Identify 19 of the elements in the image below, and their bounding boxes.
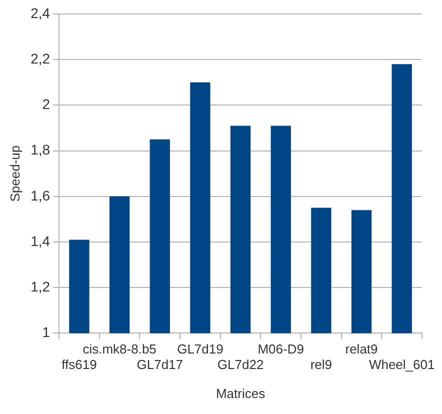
x-tick-label: GL7d22 <box>217 357 264 372</box>
x-tick-label: GL7d17 <box>136 357 184 372</box>
x-tick-label: Wheel_601 <box>368 357 435 372</box>
x-tick-label: cis.mk8-8.b5 <box>82 342 156 357</box>
x-tick-label: ffs619 <box>62 357 97 372</box>
y-tick-label: 1,8 <box>30 142 50 158</box>
y-tick-label: 2,2 <box>30 50 50 66</box>
y-tick-label: 1,4 <box>30 232 50 249</box>
x-tick-label: rel9 <box>310 357 332 372</box>
x-tick-label: relat9 <box>345 342 378 357</box>
y-tick-label: 1 <box>42 324 50 340</box>
y-axis-title: Speed-up <box>7 145 22 202</box>
x-tick-label: GL7d19 <box>177 342 224 357</box>
y-tick-label: 1,6 <box>30 187 50 204</box>
y-tick-label: 2 <box>42 96 50 112</box>
y-tick-label: 2,4 <box>30 4 50 21</box>
x-tick-label: M06-D9 <box>258 342 304 357</box>
y-tick-label: 1,2 <box>30 278 50 294</box>
x-axis-title: Matrices <box>216 386 266 401</box>
